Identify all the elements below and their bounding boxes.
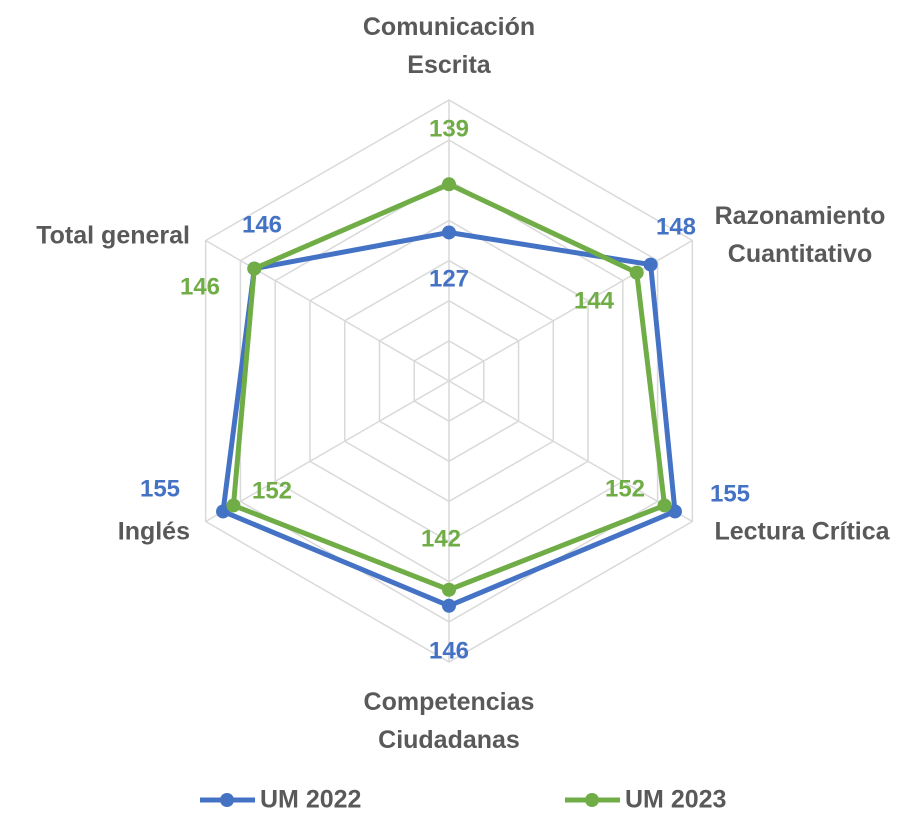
category-label: Comunicación Escrita <box>363 13 535 79</box>
data-point <box>657 498 672 513</box>
data-label: 127 <box>429 265 469 292</box>
data-label: 146 <box>180 273 220 300</box>
data-point <box>442 582 456 597</box>
data-point <box>667 504 682 519</box>
data-label: 152 <box>252 477 292 504</box>
legend-marker <box>220 793 234 807</box>
category-label: Total general <box>36 222 190 250</box>
data-label: 155 <box>140 475 180 502</box>
data-label: 139 <box>429 115 469 142</box>
spoke <box>448 380 693 523</box>
data-point <box>442 225 456 240</box>
data-label: 146 <box>242 211 282 238</box>
legend-marker <box>585 793 599 807</box>
legend-label: UM 2023 <box>625 786 726 813</box>
data-label: 144 <box>574 287 615 314</box>
data-label: 142 <box>421 525 461 552</box>
data-label: 146 <box>429 637 469 664</box>
data-label: 148 <box>656 213 696 240</box>
spoke <box>205 380 450 523</box>
category-label: Razonamiento Cuantitativo <box>715 202 886 268</box>
data-point <box>442 598 456 613</box>
data-label: 155 <box>710 480 750 507</box>
spoke <box>205 239 450 382</box>
data-label: 152 <box>605 475 645 502</box>
legend-label: UM 2022 <box>260 786 361 813</box>
data-point <box>442 177 456 192</box>
category-label: Inglés <box>118 518 190 546</box>
data-point <box>629 265 644 280</box>
category-label: Competencias Ciudadanas <box>364 688 535 754</box>
data-point <box>216 504 231 519</box>
data-point <box>226 498 241 513</box>
data-point <box>643 257 658 272</box>
category-label: Lectura Crítica <box>714 518 890 546</box>
data-point <box>247 261 262 276</box>
